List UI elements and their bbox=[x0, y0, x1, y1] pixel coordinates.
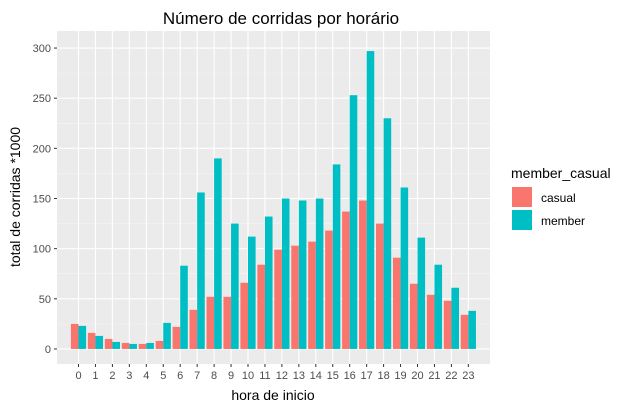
y-tick-label: 0 bbox=[45, 344, 51, 356]
bar-member-4 bbox=[146, 342, 154, 349]
bar-casual-16 bbox=[342, 211, 350, 349]
bar-casual-7 bbox=[189, 309, 198, 349]
x-tick-label: 7 bbox=[194, 370, 200, 382]
bar-casual-19 bbox=[392, 257, 401, 349]
legend: member_casual casual member bbox=[511, 165, 611, 230]
bar-casual-4 bbox=[138, 343, 147, 349]
y-axis: 0 50 100 150 200 250 300 bbox=[33, 43, 57, 356]
bars-layer bbox=[70, 51, 476, 349]
x-tick-label: 1 bbox=[92, 370, 98, 382]
x-tick-label: 10 bbox=[242, 370, 254, 382]
bar-casual-13 bbox=[291, 245, 299, 349]
x-tick-label: 21 bbox=[428, 370, 440, 382]
x-tick-label: 20 bbox=[411, 370, 423, 382]
bar-member-7 bbox=[197, 192, 205, 349]
bar-member-12 bbox=[281, 198, 290, 349]
bar-casual-2 bbox=[104, 338, 113, 349]
bar-member-0 bbox=[78, 325, 87, 349]
x-tick-label: 22 bbox=[445, 370, 457, 382]
legend-swatch-casual bbox=[512, 187, 532, 207]
bar-casual-20 bbox=[409, 283, 418, 349]
bar-casual-15 bbox=[325, 230, 333, 349]
bar-casual-6 bbox=[172, 326, 181, 349]
bar-member-5 bbox=[163, 322, 171, 349]
bar-member-15 bbox=[332, 164, 341, 349]
bar-member-17 bbox=[366, 51, 375, 349]
x-tick-label: 2 bbox=[109, 370, 115, 382]
bar-member-18 bbox=[383, 118, 392, 349]
x-tick-label: 12 bbox=[276, 370, 288, 382]
bar-casual-14 bbox=[308, 241, 316, 349]
bar-member-6 bbox=[180, 265, 188, 349]
y-tick-label: 100 bbox=[33, 244, 51, 256]
bar-casual-23 bbox=[460, 314, 469, 349]
bar-member-3 bbox=[129, 343, 137, 349]
bar-casual-11 bbox=[257, 264, 265, 349]
x-axis-title: hora de inicio bbox=[231, 387, 314, 403]
y-axis-title: total de corridas *1000 bbox=[7, 127, 23, 267]
x-tick-label: 13 bbox=[293, 370, 305, 382]
x-tick-label: 9 bbox=[228, 370, 234, 382]
y-tick-label: 150 bbox=[33, 194, 51, 206]
bar-casual-18 bbox=[376, 223, 384, 349]
x-tick-label: 6 bbox=[177, 370, 183, 382]
bar-casual-0 bbox=[70, 323, 79, 349]
bar-member-9 bbox=[231, 223, 239, 349]
bar-member-23 bbox=[468, 310, 476, 349]
x-tick-label: 16 bbox=[344, 370, 356, 382]
bar-member-2 bbox=[112, 341, 120, 349]
y-tick-label: 50 bbox=[39, 294, 51, 306]
legend-label-member: member bbox=[541, 214, 585, 228]
bar-member-8 bbox=[214, 158, 222, 349]
bar-casual-1 bbox=[87, 332, 96, 349]
x-tick-label: 3 bbox=[126, 370, 132, 382]
y-tick-label: 250 bbox=[33, 93, 51, 105]
legend-title: member_casual bbox=[511, 165, 611, 181]
chart-title: Número de corridas por horário bbox=[163, 9, 399, 28]
x-tick-label: 15 bbox=[327, 370, 339, 382]
x-tick-label: 17 bbox=[361, 370, 373, 382]
legend-swatch-member bbox=[512, 210, 532, 230]
bar-member-19 bbox=[400, 187, 409, 349]
x-tick-label: 8 bbox=[211, 370, 217, 382]
bar-member-10 bbox=[248, 236, 256, 349]
x-axis: 0 1 2 3 4 5 6 7 8 9 10 11 12 13 14 15 16 17 18 19 20 21 22 23 bbox=[75, 364, 474, 382]
x-tick-label: 19 bbox=[394, 370, 406, 382]
bar-casual-21 bbox=[426, 294, 435, 349]
legend-label-casual: casual bbox=[541, 191, 576, 205]
x-tick-label: 0 bbox=[75, 370, 81, 382]
y-tick-label: 200 bbox=[33, 143, 51, 155]
x-tick-label: 4 bbox=[143, 370, 149, 382]
x-tick-label: 5 bbox=[160, 370, 166, 382]
bar-casual-8 bbox=[206, 296, 215, 349]
bar-casual-5 bbox=[155, 340, 164, 349]
y-tick-label: 300 bbox=[33, 43, 51, 55]
bar-member-11 bbox=[264, 216, 273, 349]
x-tick-label: 18 bbox=[377, 370, 389, 382]
bar-member-14 bbox=[315, 198, 324, 349]
bar-casual-3 bbox=[121, 342, 130, 349]
bar-member-16 bbox=[349, 95, 358, 349]
bar-member-21 bbox=[434, 264, 443, 349]
bar-member-20 bbox=[417, 237, 426, 349]
x-tick-label: 11 bbox=[259, 370, 270, 382]
x-tick-label: 14 bbox=[310, 370, 322, 382]
bar-member-1 bbox=[95, 335, 104, 349]
bar-member-13 bbox=[298, 200, 307, 349]
x-tick-label: 23 bbox=[462, 370, 474, 382]
bar-casual-12 bbox=[274, 249, 282, 349]
bar-casual-22 bbox=[443, 300, 452, 349]
bar-casual-10 bbox=[240, 282, 248, 349]
bar-casual-9 bbox=[223, 296, 232, 349]
bar-member-22 bbox=[451, 287, 459, 349]
bar-casual-17 bbox=[359, 200, 367, 349]
